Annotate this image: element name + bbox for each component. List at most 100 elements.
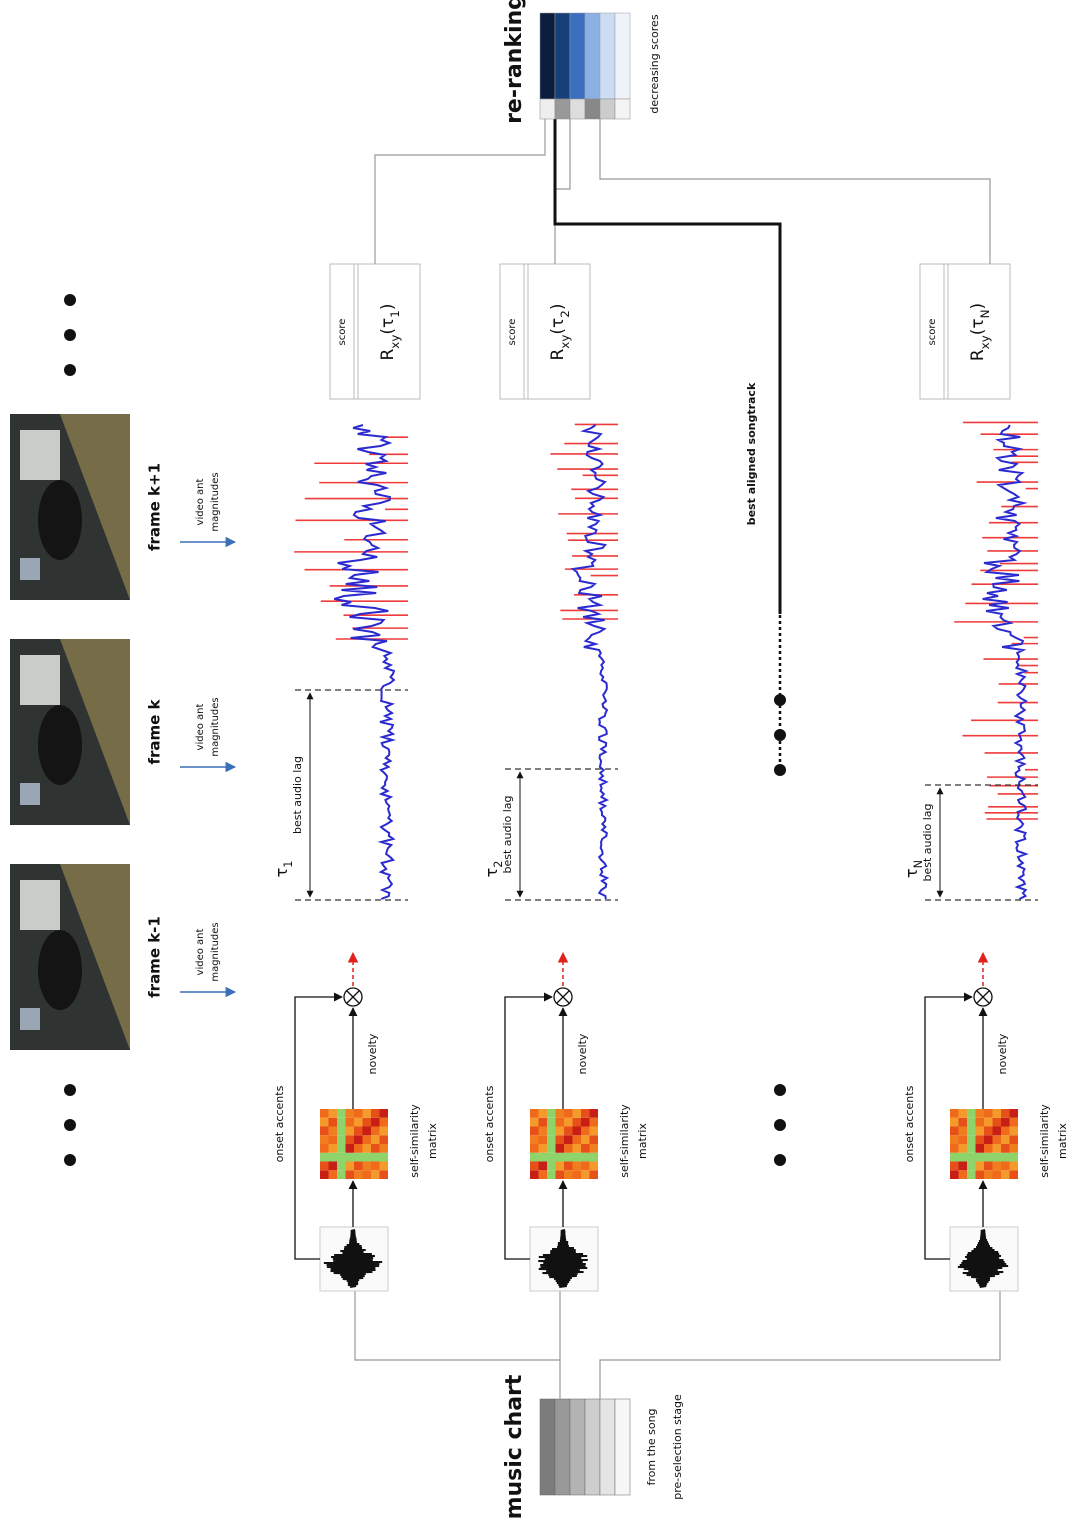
score-box	[499, 263, 591, 400]
ssm-cell	[581, 1109, 590, 1118]
ssm-cell	[1009, 1170, 1018, 1179]
ssm-cell	[345, 1144, 354, 1153]
ssm-cell	[345, 1117, 354, 1127]
frame-figure	[38, 480, 82, 560]
correlation-part: )	[378, 304, 398, 311]
ssm-cell	[379, 1144, 388, 1153]
ssm-cell	[555, 1170, 564, 1179]
ssm-cell	[354, 1152, 363, 1162]
ssm-cell	[547, 1152, 556, 1162]
ssm-cell	[379, 1109, 388, 1118]
correlation-part: N	[978, 309, 992, 318]
ssm-cell	[564, 1109, 573, 1118]
ssm-cell	[958, 1161, 967, 1171]
ellipsis-dot	[774, 1119, 786, 1131]
lag-label: best audio lag	[291, 756, 304, 834]
ssm-cell	[337, 1161, 346, 1171]
ssm-cell	[362, 1117, 371, 1127]
music-chart-caption: from the song	[645, 1408, 658, 1485]
ssm-cell	[958, 1135, 967, 1144]
ssm-cell	[581, 1152, 590, 1162]
rank-strip	[554, 98, 571, 120]
connector	[374, 119, 991, 264]
correlation-part: )	[968, 303, 988, 310]
ssm-cell	[967, 1126, 976, 1136]
ssm-cell	[362, 1170, 371, 1179]
ssm-cell	[320, 1161, 329, 1171]
correlation-part: (τ	[968, 318, 988, 335]
ssm-cell	[984, 1152, 993, 1162]
best-line	[553, 119, 782, 614]
ssm-cell	[564, 1126, 573, 1136]
chart-band	[554, 1398, 571, 1496]
onset-path	[504, 992, 553, 1260]
ssm-cell	[538, 1135, 547, 1144]
ssm-cell	[950, 1126, 959, 1136]
ssm-cell	[320, 1109, 329, 1118]
ssm-cell	[547, 1126, 556, 1136]
lag-label: best audio lag	[501, 795, 514, 873]
novelty-label: novelty	[366, 1033, 379, 1074]
ssm-cell	[345, 1126, 354, 1136]
ssm-cell	[992, 1126, 1001, 1136]
ssm-cell	[362, 1126, 371, 1136]
score-box	[919, 263, 1011, 400]
ssm-cell	[530, 1126, 539, 1136]
ssm-cell	[354, 1126, 363, 1136]
ssm-cell	[589, 1135, 598, 1144]
lag-symbol-part: N	[912, 860, 925, 868]
ssm-cell	[589, 1170, 598, 1179]
ellipsis-dot	[64, 294, 76, 306]
ssm-cell	[1009, 1144, 1018, 1153]
ellipsis-dot	[774, 1154, 786, 1166]
lag-symbol-part: τ	[482, 868, 501, 878]
ssm-cell	[958, 1170, 967, 1179]
ssm-cell	[328, 1161, 337, 1171]
ssm-cell	[555, 1117, 564, 1127]
ssm-cell	[555, 1135, 564, 1144]
ssm-cell	[547, 1161, 556, 1171]
ssm-cell	[379, 1152, 388, 1162]
correlation-part: xy	[978, 335, 992, 349]
ssm-cell	[538, 1152, 547, 1162]
correlation: Rxy(τ1)	[378, 304, 402, 361]
ssm-cell	[950, 1161, 959, 1171]
ssm-cell	[984, 1170, 993, 1179]
ssm-cell	[581, 1117, 590, 1127]
ssm-cell	[975, 1126, 984, 1136]
chart-band	[539, 1398, 556, 1496]
ssm-cell	[967, 1161, 976, 1171]
ssm-cell	[371, 1144, 380, 1153]
ssm-cell	[967, 1109, 976, 1118]
ssm-cell	[354, 1144, 363, 1153]
ssm-cell	[992, 1161, 1001, 1171]
frame-window	[20, 1008, 40, 1030]
lag-label: best audio lag	[921, 803, 934, 881]
ssm-cell	[572, 1117, 581, 1127]
music-chart-title: music chart	[502, 1374, 527, 1519]
ssm-cell	[984, 1126, 993, 1136]
ssm-cell	[320, 1152, 329, 1162]
ssm-cell	[337, 1170, 346, 1179]
ssm-label: matrix	[1056, 1123, 1069, 1159]
ssm-cell	[984, 1144, 993, 1153]
correlation-part: (τ	[378, 318, 398, 335]
ssm-cell	[547, 1109, 556, 1118]
ssm-cell	[337, 1126, 346, 1136]
onset-path	[924, 992, 973, 1260]
ssm-cell	[530, 1170, 539, 1179]
frame-window	[20, 558, 40, 580]
correlation-part: R	[378, 348, 398, 360]
ssm-cell	[328, 1109, 337, 1118]
ellipsis-dot	[64, 329, 76, 341]
ssm-cell	[589, 1117, 598, 1127]
ssm-cell	[581, 1126, 590, 1136]
ssm-cell	[975, 1109, 984, 1118]
novelty-label: novelty	[996, 1033, 1009, 1074]
ssm-cell	[354, 1117, 363, 1127]
ssm-cell	[1009, 1117, 1018, 1127]
ssm-cell	[950, 1144, 959, 1153]
ssm-cell	[530, 1109, 539, 1118]
ssm-cell	[371, 1170, 380, 1179]
ssm-cell	[547, 1117, 556, 1127]
